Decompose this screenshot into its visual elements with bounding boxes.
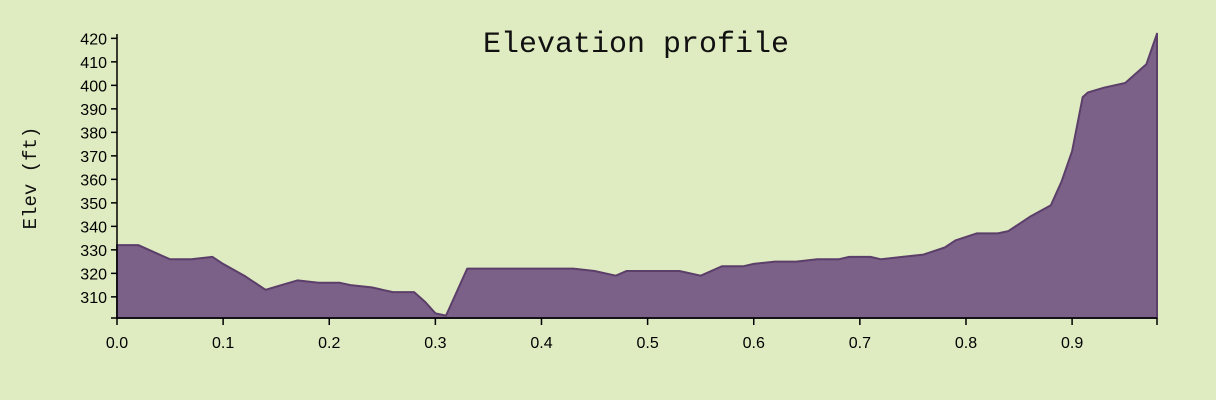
elevation-area-series-0 bbox=[116, 32, 1158, 319]
y-tick-label: 340 bbox=[80, 219, 107, 236]
y-tick-label: 360 bbox=[80, 172, 107, 189]
y-tick-label: 420 bbox=[80, 31, 107, 48]
chart-title: Elevation profile bbox=[483, 28, 789, 62]
x-tick-label: 0.4 bbox=[530, 335, 552, 352]
y-tick-label: 320 bbox=[80, 266, 107, 283]
x-tick-label: 0.7 bbox=[849, 335, 871, 352]
y-tick-label: 370 bbox=[80, 149, 107, 166]
x-tick-label: 0.1 bbox=[212, 335, 234, 352]
x-tick-label: 0.3 bbox=[424, 335, 446, 352]
y-tick-label: 380 bbox=[80, 125, 107, 142]
x-tick-label: 0.2 bbox=[318, 335, 340, 352]
y-tick-label: 410 bbox=[80, 55, 107, 72]
y-tick-label: 350 bbox=[80, 196, 107, 213]
y-tick-label: 390 bbox=[80, 102, 107, 119]
y-tick-label: 400 bbox=[80, 78, 107, 95]
x-tick-label: 0.8 bbox=[955, 335, 977, 352]
x-tick-label: 0.0 bbox=[106, 335, 128, 352]
x-tick-label: 0.5 bbox=[636, 335, 658, 352]
y-tick-label: 330 bbox=[80, 243, 107, 260]
plot-area bbox=[116, 32, 1158, 319]
y-axis-label: Elev (ft) bbox=[20, 127, 42, 230]
x-tick-label: 0.6 bbox=[743, 335, 765, 352]
x-tick-label: 0.9 bbox=[1061, 335, 1083, 352]
axes: 0.0 0.1 0.2 0.3 0.4 0.5 0.6 0.7 0.8 0.9 310 320 330 3… bbox=[80, 31, 1158, 352]
y-tick-label: 310 bbox=[80, 290, 107, 307]
